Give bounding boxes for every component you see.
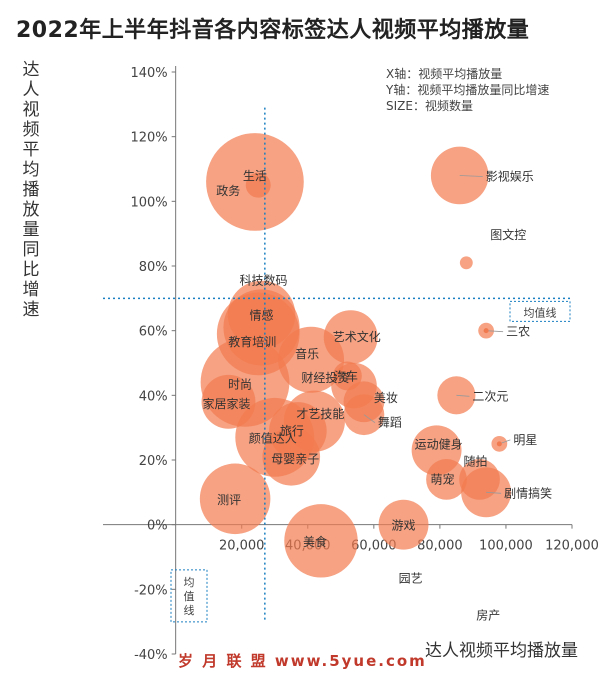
point-label: 家居家装 xyxy=(202,396,250,411)
point-label: 测评 xyxy=(217,493,241,507)
leader-line xyxy=(486,330,504,333)
point-label: 图文控 xyxy=(490,227,526,242)
y-tick-label: -20% xyxy=(134,583,168,598)
point-label: 房产 xyxy=(476,608,500,623)
point-label: 园艺 xyxy=(399,572,423,586)
chart-title: 2022年上半年抖音各内容标签达人视频平均播放量 xyxy=(16,18,530,43)
point-label: 教育培训 xyxy=(228,334,276,349)
avg-y-label-box xyxy=(509,300,571,322)
point-label: 运动健身 xyxy=(415,436,463,451)
bubble xyxy=(459,459,500,500)
point-label: 剧情搞笑 xyxy=(504,485,552,500)
x-tick-label: 60,000 xyxy=(351,539,397,554)
x-tick-label: 120,000 xyxy=(545,539,599,554)
bubble xyxy=(323,310,378,365)
y-tick-label: 100% xyxy=(130,195,167,210)
point-label: 美食 xyxy=(303,534,327,549)
point-label: 音乐 xyxy=(295,346,319,361)
point-label: 汽车 xyxy=(334,369,358,384)
leader-line xyxy=(363,414,376,424)
point-label: 财经投资 xyxy=(301,370,349,385)
point-label: 三农 xyxy=(506,325,530,339)
legend-x: X轴：视频平均播放量 xyxy=(386,67,503,81)
legend-size: SIZE：视频数量 xyxy=(386,99,473,113)
bubble xyxy=(333,361,362,391)
y-tick-label: 0% xyxy=(147,519,168,534)
x-tick-label: 80,000 xyxy=(417,539,463,554)
point-label: 科技数码 xyxy=(240,273,288,288)
bubble xyxy=(483,328,489,334)
avg-y-label: 均值线 xyxy=(524,305,557,319)
point-label: 时尚 xyxy=(228,377,252,391)
y-tick-label: 60% xyxy=(139,325,168,340)
x-tick-label: 20,000 xyxy=(219,539,265,554)
x-tick-label: 100,000 xyxy=(479,539,533,554)
watermark-text: 岁 月 联 盟 www.5yue.com xyxy=(178,652,427,670)
point-label: 明星 xyxy=(513,433,537,447)
point-label: 影视娱乐 xyxy=(486,168,534,183)
legend-y: Y轴：视频平均播放量同比增速 xyxy=(386,83,550,97)
y-tick-label: 20% xyxy=(139,454,168,469)
bubble xyxy=(459,256,473,270)
point-label: 旅行 xyxy=(280,424,304,438)
point-label: 游戏 xyxy=(392,519,416,533)
y-tick-label: 40% xyxy=(139,389,168,404)
x-axis-label: 达人视频平均播放量 xyxy=(425,641,578,661)
y-tick-label: 80% xyxy=(139,260,168,275)
leader-line xyxy=(456,394,470,397)
y-tick-label: 140% xyxy=(130,66,167,81)
bubble xyxy=(496,441,502,447)
y-axis-label: 达人视频平均播放量同比增速 xyxy=(22,60,40,320)
point-label: 随拍 xyxy=(464,453,488,468)
point-label: 舞蹈 xyxy=(378,416,402,430)
point-label: 颜值达人 xyxy=(249,430,297,445)
bubble xyxy=(284,504,358,578)
legend: X轴：视频平均播放量 Y轴：视频平均播放量同比增速 SIZE：视频数量 xyxy=(386,66,549,114)
avg-x-label: 线 xyxy=(184,603,195,617)
point-label: 情感 xyxy=(250,307,274,322)
leader-line xyxy=(459,175,483,177)
point-label: 美妆 xyxy=(374,391,398,405)
point-label: 萌宠 xyxy=(430,471,454,486)
point-label: 母婴亲子 xyxy=(271,452,319,466)
point-label: 政务 xyxy=(216,183,240,198)
avg-x-label: 值 xyxy=(184,590,195,603)
point-label: 才艺技能 xyxy=(296,407,344,421)
point-label: 二次元 xyxy=(472,389,508,403)
avg-x-label-box xyxy=(170,569,208,623)
bubble xyxy=(378,499,429,550)
point-label: 生活 xyxy=(243,169,267,183)
bubble xyxy=(199,463,271,535)
bubble xyxy=(262,427,321,486)
avg-x-label: 均 xyxy=(184,576,195,589)
leader-line xyxy=(486,491,502,494)
point-label: 艺术文化 xyxy=(333,329,381,344)
bubble xyxy=(426,459,467,500)
y-tick-label: -40% xyxy=(134,648,168,663)
bubble xyxy=(201,374,256,429)
y-tick-label: 120% xyxy=(130,131,167,146)
